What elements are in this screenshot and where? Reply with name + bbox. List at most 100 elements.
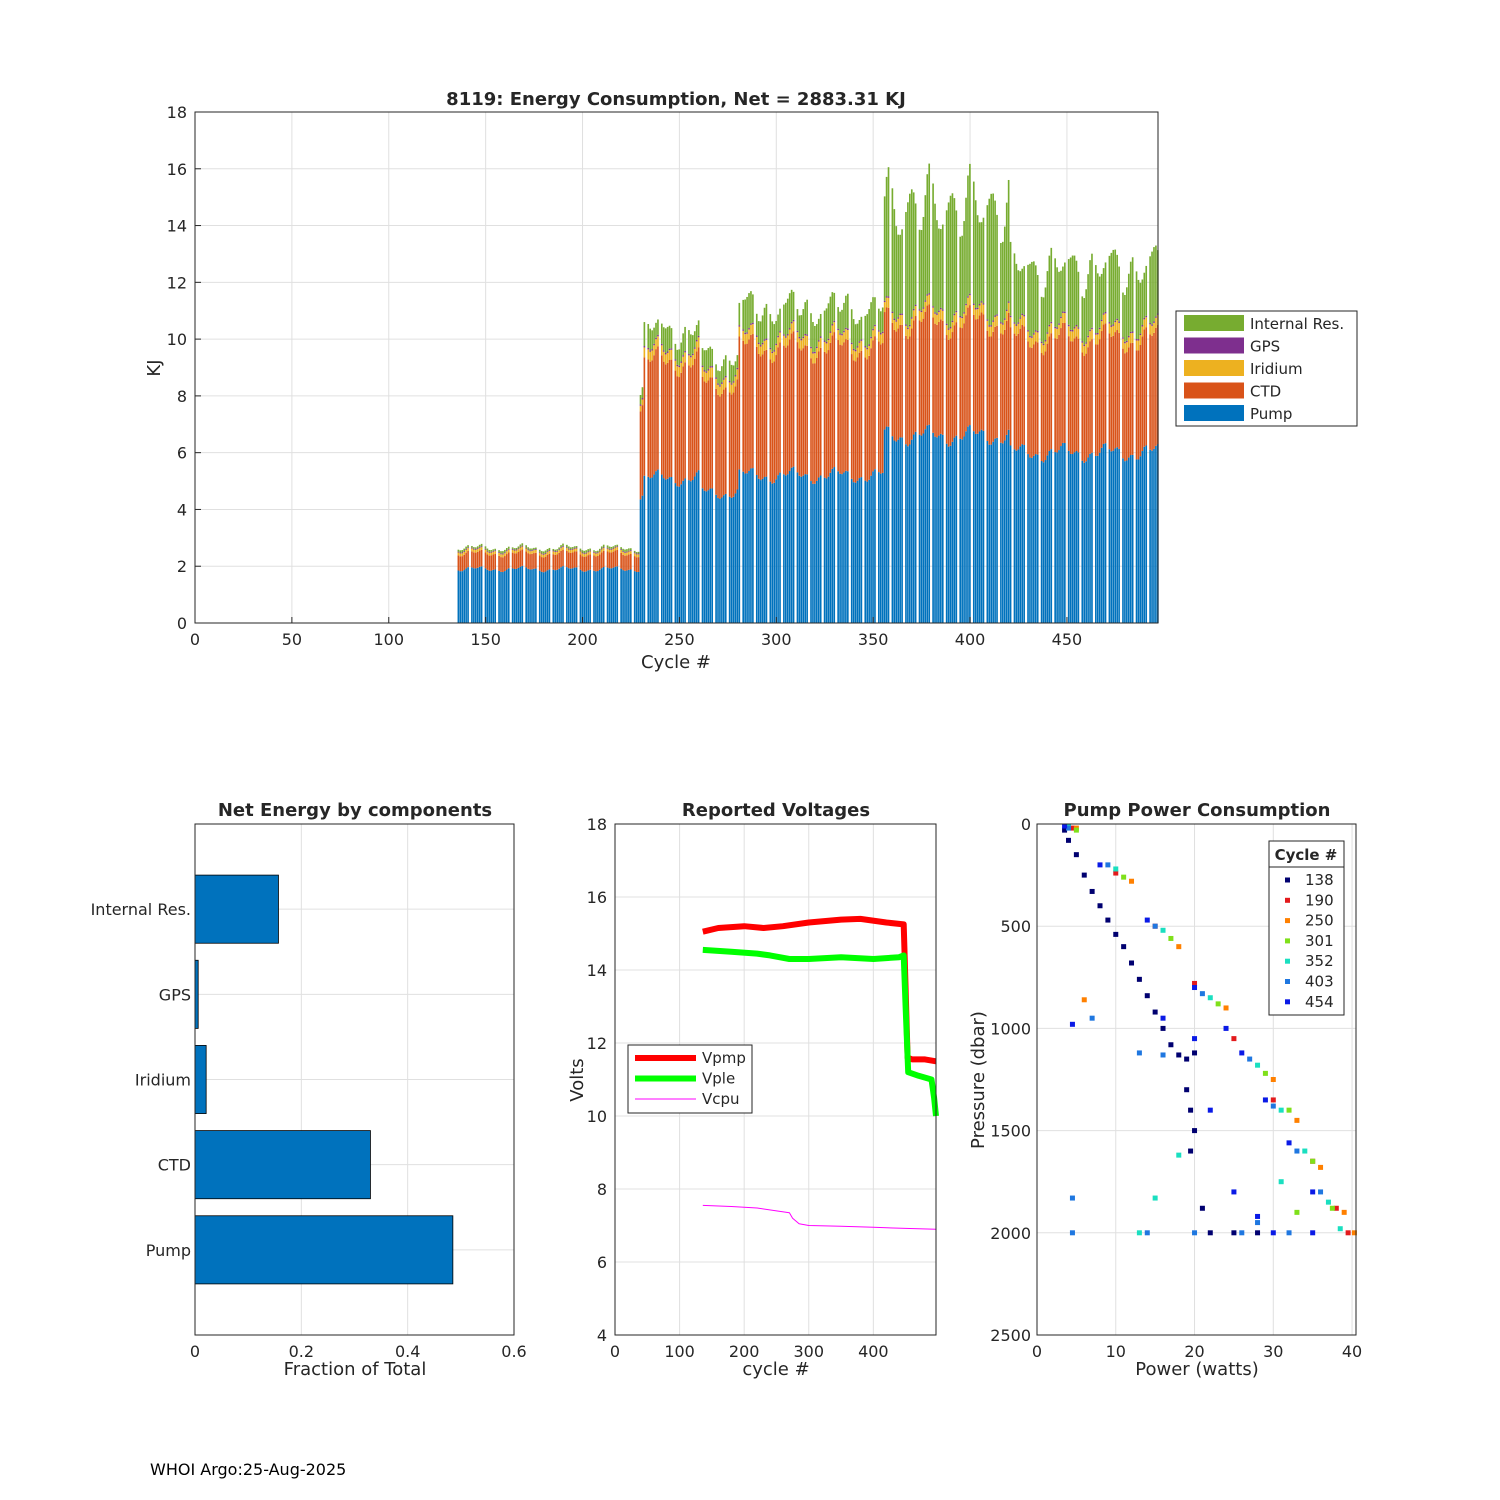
pump-power-legend-label: 138 [1305, 871, 1334, 889]
energy-bar-iridium [639, 405, 642, 412]
energy-bar-ctd [858, 352, 861, 479]
energy-bar-gps [932, 306, 934, 308]
pump-power-point-403 [1318, 1189, 1324, 1195]
energy-bar-internal [660, 323, 663, 344]
energy-bar-internal [602, 544, 605, 548]
energy-bar-iridium [1048, 326, 1051, 337]
energy-bar-pump [1149, 449, 1151, 623]
energy-bar-internal [633, 550, 636, 553]
energy-bar-gps [1124, 341, 1126, 344]
energy-bar-internal [814, 325, 816, 352]
energy-bar-gps [471, 547, 473, 549]
energy-bar-ctd [909, 336, 911, 445]
energy-bar-internal [622, 548, 624, 552]
energy-bar-pump [600, 568, 603, 623]
energy-bar-gps [724, 375, 727, 378]
energy-bar-iridium [759, 346, 762, 357]
energy-bar-internal [575, 546, 578, 548]
energy-bar-pump [951, 441, 954, 623]
energy-bar-gps [963, 312, 965, 314]
energy-bar-gps [635, 553, 638, 555]
energy-bar-gps [660, 343, 663, 346]
energy-bar-iridium [682, 356, 684, 367]
energy-bar-ctd [498, 555, 500, 571]
energy-bar-internal [777, 314, 779, 336]
energy-bar-internal [635, 552, 638, 554]
energy-bar-iridium [701, 367, 704, 377]
net-energy-category-label: CTD [158, 1156, 191, 1175]
energy-bar-gps [874, 324, 876, 327]
energy-bar-internal [810, 313, 812, 347]
energy-x-tick-label: 450 [1052, 630, 1083, 649]
energy-bar-iridium [703, 371, 706, 382]
energy-bar-internal [1046, 271, 1049, 333]
energy-bar-pump [680, 484, 683, 623]
energy-bar-internal [1108, 255, 1111, 323]
energy-bar-internal [874, 297, 876, 325]
energy-bar-pump [907, 446, 909, 623]
energy-bar-internal [1151, 251, 1153, 325]
energy-bar-internal [750, 291, 752, 324]
energy-bar-pump [581, 571, 584, 623]
energy-bar-pump [641, 495, 644, 623]
energy-bar-internal [457, 549, 460, 552]
energy-bar-gps [912, 308, 915, 311]
energy-bar-iridium [641, 399, 644, 406]
energy-bar-pump [1141, 451, 1144, 623]
pump-power-point-352 [1325, 1199, 1331, 1205]
energy-bar-iridium [847, 329, 849, 340]
energy-bar-ctd [1075, 336, 1078, 452]
energy-bar-internal [643, 322, 646, 347]
pump-power-y-tick-label: 2500 [990, 1326, 1031, 1345]
energy-bar-internal [732, 365, 735, 382]
energy-bar-iridium [643, 347, 646, 358]
energy-bar-gps [556, 550, 559, 552]
energy-bar-iridium [934, 313, 936, 324]
energy-bar-pump [988, 444, 991, 623]
energy-bar-internal [759, 321, 762, 346]
energy-bar-iridium [709, 367, 712, 378]
energy-bar-internal [816, 324, 818, 347]
energy-bar-pump [899, 437, 901, 623]
energy-bar-pump [974, 433, 977, 623]
energy-bar-internal [1013, 253, 1016, 323]
energy-bar-gps [484, 548, 487, 550]
energy-bar-ctd [893, 329, 896, 441]
energy-bar-gps [926, 294, 929, 296]
energy-bar-internal [912, 192, 915, 309]
energy-bar-pump [1021, 444, 1024, 623]
pump-power-plot-frame [1036, 823, 1357, 1336]
energy-bar-gps [490, 551, 493, 553]
energy-bar-iridium [1151, 325, 1153, 336]
energy-bar-iridium [779, 332, 781, 343]
energy-bar-internal [990, 193, 993, 326]
energy-bar-gps [569, 549, 572, 551]
energy-bar-internal [961, 235, 963, 317]
energy-bar-ctd [721, 393, 723, 498]
energy-bar-pump [1155, 445, 1157, 623]
energy-bar-internal [909, 193, 911, 325]
energy-bar-ctd [680, 372, 683, 485]
energy-bar-iridium [723, 379, 725, 390]
pump-power-point-190 [1333, 1205, 1339, 1211]
energy-bar-internal [755, 313, 758, 336]
energy-bar-gps [1069, 329, 1072, 332]
energy-bar-ctd [763, 350, 766, 478]
energy-bar-gps [941, 309, 944, 311]
energy-bar-iridium [945, 325, 948, 336]
energy-bar-ctd [463, 554, 465, 571]
energy-bar-ctd [535, 552, 537, 569]
energy-bar-iridium [763, 340, 766, 351]
energy-bar-ctd [521, 549, 524, 566]
energy-bar-gps [478, 546, 481, 548]
net-energy-plot-frame [194, 823, 515, 1336]
energy-bar-pump [945, 443, 948, 623]
energy-bar-pump [566, 567, 568, 623]
energy-bar-internal [914, 203, 917, 305]
energy-bar-iridium [664, 354, 667, 365]
energy-bar-pump [519, 566, 522, 623]
energy-bar-gps [839, 333, 841, 335]
energy-bar-internal [639, 394, 642, 405]
energy-bar-ctd [628, 554, 630, 570]
energy-bar-ctd [682, 366, 684, 481]
